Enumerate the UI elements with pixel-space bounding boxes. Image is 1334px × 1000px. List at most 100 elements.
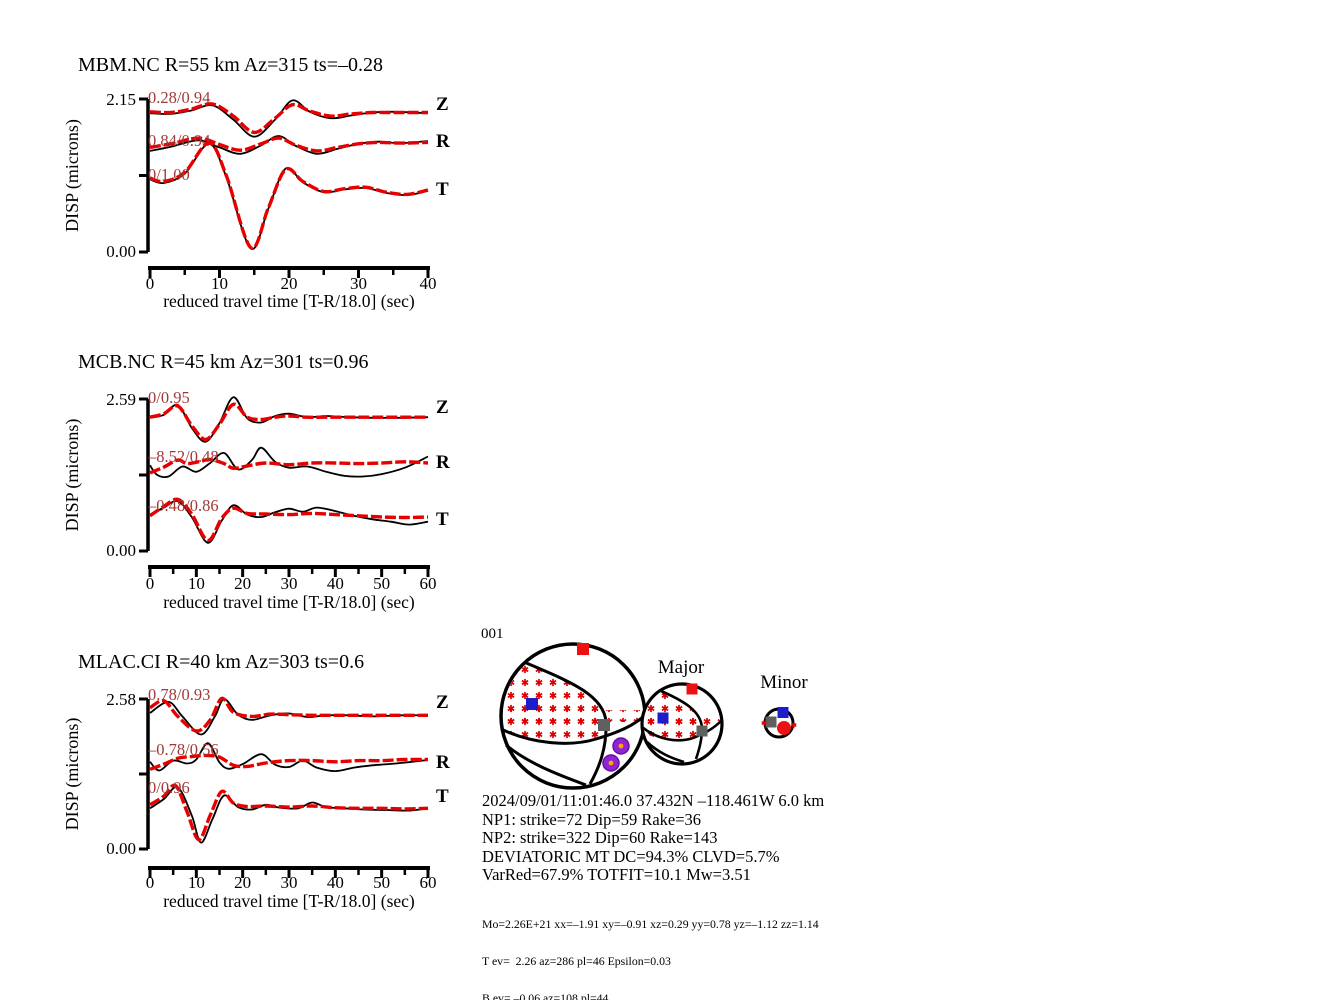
rim-asterisk-icon bbox=[791, 722, 797, 728]
b-axis-square-icon bbox=[696, 725, 708, 737]
observed-trace bbox=[149, 698, 429, 736]
p-axis-dot-icon bbox=[777, 721, 791, 735]
t-axis-square-icon bbox=[777, 707, 789, 718]
x-tick-label: 10 bbox=[211, 274, 228, 293]
fit-ratio-label: 0/0.95 bbox=[148, 388, 190, 407]
major-dc-beachball: Major bbox=[640, 657, 724, 766]
event-origin-line: 2024/09/01/11:01:46.0 37.432N –118.461W … bbox=[482, 791, 825, 810]
fit-ratio-label: –0.48/0.86 bbox=[147, 496, 219, 515]
t-eigenvector-line: T ev= 2.26 az=286 pl=46 Epsilon=0.03 bbox=[482, 954, 671, 969]
synthetic-trace bbox=[149, 141, 429, 250]
fit-summary-line: VarRed=67.9% TOTFIT=10.1 Mw=3.51 bbox=[482, 865, 751, 885]
x-tick-label: 50 bbox=[373, 574, 390, 593]
x-tick-label: 30 bbox=[281, 873, 298, 892]
nodal-plane-3 bbox=[646, 741, 685, 764]
event-summary: 2024/09/01/11:01:46.0 37.432N –118.461W … bbox=[482, 791, 825, 885]
observed-trace bbox=[149, 446, 429, 478]
x-tick-label: 40 bbox=[420, 274, 437, 293]
synthetic-trace bbox=[149, 753, 429, 771]
fit-ratio-label: 0/0.96 bbox=[148, 778, 190, 797]
fit-ratio-label: –8.52/0.48 bbox=[147, 447, 219, 466]
component-label: T bbox=[436, 786, 449, 807]
mt-detail-text: Mo=2.26E+21 xx=–1.91 xy=–0.91 xz=0.29 yy… bbox=[482, 893, 819, 1000]
synthetic-trace bbox=[149, 783, 429, 842]
y-min-label: 0.00 bbox=[106, 541, 136, 560]
b-axis-square-icon bbox=[765, 716, 777, 728]
x-tick-label: 0 bbox=[146, 873, 155, 892]
plot-title: MLAC.CI R=40 km Az=303 ts=0.6 bbox=[78, 651, 364, 673]
nodal-plane-1-line: NP1: strike=72 Dip=59 Rake=36 bbox=[482, 809, 702, 829]
y-axis-label: DISP (microns) bbox=[62, 718, 83, 831]
x-tick-label: 50 bbox=[373, 873, 390, 892]
full-mt-beachball bbox=[499, 642, 647, 790]
y-axis-label: DISP (microns) bbox=[62, 419, 83, 532]
synthetic-trace bbox=[149, 136, 429, 153]
station-plot-MBM.NC: MBM.NC R=55 km Az=315 ts=–0.28 2.15 0.00 DI… bbox=[62, 54, 450, 311]
station-marker-icon bbox=[602, 754, 620, 772]
synthetic-trace bbox=[149, 497, 429, 543]
b-axis-square-icon bbox=[598, 719, 610, 731]
component-label: Z bbox=[436, 692, 449, 713]
x-tick-label: 60 bbox=[420, 574, 437, 593]
station-plot-MLAC.CI: MLAC.CI R=40 km Az=303 ts=0.6 2.58 0.00 DIS… bbox=[62, 651, 450, 911]
synthetic-trace bbox=[149, 696, 428, 733]
fit-ratio-label: 0.84/0.94 bbox=[148, 131, 210, 150]
compressional-quadrant-fill bbox=[644, 691, 702, 741]
compressional-quadrant-fill bbox=[503, 662, 606, 745]
component-label: T bbox=[436, 179, 449, 200]
x-tick-label: 30 bbox=[350, 274, 367, 293]
x-axis-label: reduced travel time [T-R/18.0] (sec) bbox=[163, 291, 415, 311]
b-eigenvector-line: B ev= –0.06 az=108 pl=44 bbox=[482, 991, 609, 1000]
rim-asterisk-icon bbox=[761, 720, 767, 726]
minor-dc-beachball: Minor bbox=[760, 672, 808, 739]
y-max-label: 2.15 bbox=[106, 90, 136, 109]
station-marker-icon bbox=[612, 737, 630, 755]
x-tick-label: 0 bbox=[146, 274, 155, 293]
component-label: R bbox=[436, 452, 450, 473]
component-label: Z bbox=[436, 94, 449, 115]
station-plot-MCB.NC: MCB.NC R=45 km Az=301 ts=0.96 2.59 0.00 DIS… bbox=[62, 351, 450, 612]
nodal-plane-2 bbox=[641, 720, 722, 742]
x-tick-label: 0 bbox=[146, 574, 155, 593]
y-axis-label: DISP (microns) bbox=[62, 119, 83, 232]
x-tick-label: 20 bbox=[234, 873, 251, 892]
nodal-plane-2 bbox=[500, 714, 646, 745]
synthetic-trace bbox=[149, 102, 428, 135]
x-tick-label: 20 bbox=[234, 574, 251, 593]
t-axis-square-icon bbox=[657, 712, 669, 724]
x-axis-label: reduced travel time [T-R/18.0] (sec) bbox=[163, 592, 415, 612]
y-max-label: 2.59 bbox=[106, 390, 136, 409]
solution-id-label: 001 bbox=[481, 626, 504, 642]
component-label: Z bbox=[436, 397, 449, 418]
synthetic-trace bbox=[149, 457, 429, 475]
moment-tensor-line: DEVIATORIC MT DC=94.3% CLVD=5.7% bbox=[482, 846, 780, 866]
synthetic-trace bbox=[149, 402, 428, 442]
x-tick-label: 30 bbox=[281, 574, 298, 593]
fit-ratio-label: 0.78/0.93 bbox=[148, 685, 210, 704]
x-tick-label: 60 bbox=[420, 873, 437, 892]
minor-label: Minor bbox=[760, 672, 808, 693]
x-tick-label: 10 bbox=[188, 574, 205, 593]
x-tick-label: 40 bbox=[327, 574, 344, 593]
y-max-label: 2.58 bbox=[106, 690, 136, 709]
x-tick-label: 40 bbox=[327, 873, 344, 892]
nodal-plane-2-line: NP2: strike=322 Dip=60 Rake=143 bbox=[482, 828, 718, 848]
component-label: T bbox=[436, 509, 449, 530]
component-label: R bbox=[436, 752, 450, 773]
moment-components-line: Mo=2.26E+21 xx=–1.91 xy=–0.91 xz=0.29 yy… bbox=[482, 916, 819, 931]
p-axis-square-icon bbox=[577, 643, 589, 655]
p-axis-square-icon bbox=[686, 683, 698, 695]
x-tick-label: 10 bbox=[188, 873, 205, 892]
plot-title: MCB.NC R=45 km Az=301 ts=0.96 bbox=[78, 351, 369, 373]
observed-trace bbox=[149, 499, 429, 544]
y-min-label: 0.00 bbox=[106, 839, 136, 858]
component-label: R bbox=[436, 131, 450, 152]
fit-ratio-label: –0.78/0.56 bbox=[147, 740, 219, 759]
observed-trace bbox=[149, 742, 429, 773]
nodal-plane-3 bbox=[505, 743, 587, 787]
major-label: Major bbox=[658, 657, 705, 678]
t-axis-square-icon bbox=[526, 698, 538, 710]
